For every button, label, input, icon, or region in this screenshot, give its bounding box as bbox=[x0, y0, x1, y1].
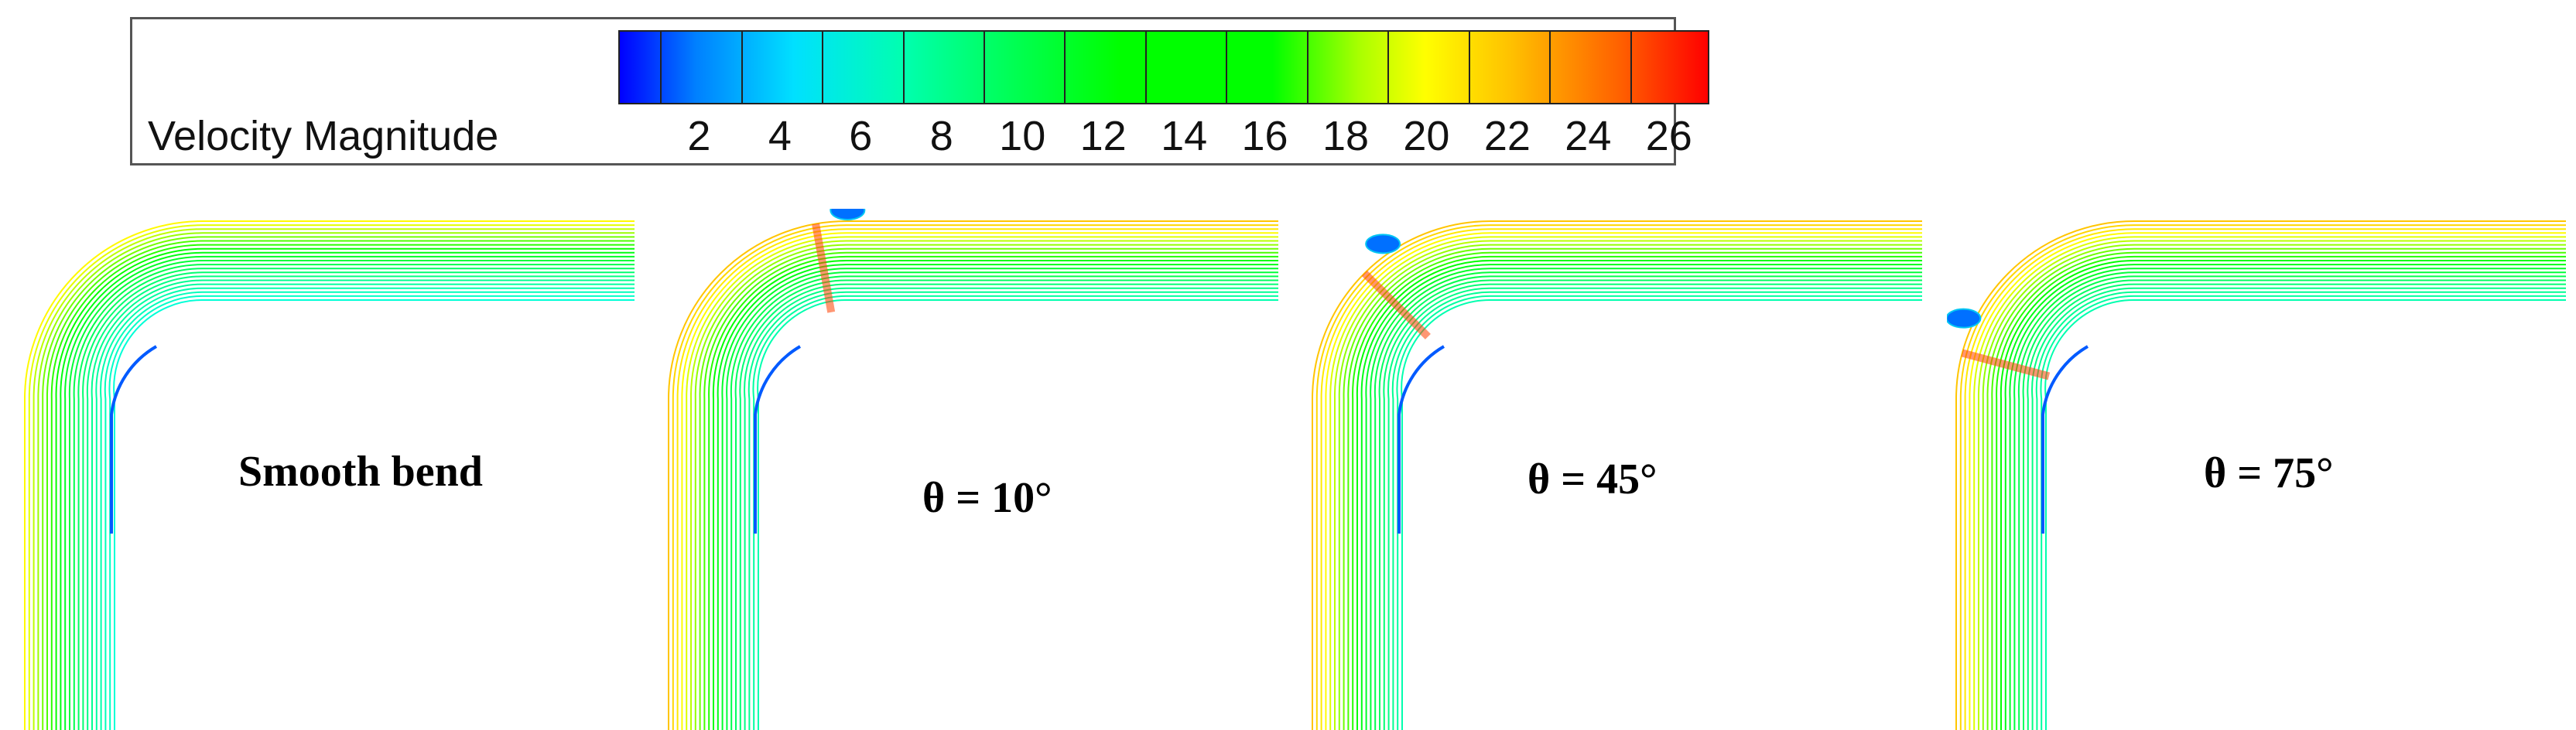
velocity-legend: Velocity Magnitude 2 4 6 8 10 12 14 16 18 20 22 24 2… bbox=[130, 17, 1709, 165]
panel-smooth-bend: Smooth bend bbox=[15, 209, 659, 730]
streamline bbox=[2009, 268, 2566, 730]
panel-label-theta-10: θ = 10° bbox=[922, 474, 1052, 522]
colorbar-tick-label: 18 bbox=[1322, 113, 1370, 159]
panel-label-smooth-bend: Smooth bend bbox=[238, 448, 483, 496]
streamline bbox=[37, 232, 635, 730]
streamline bbox=[2004, 264, 2566, 730]
streamline bbox=[1977, 240, 2566, 730]
colorbar-tick-label: 10 bbox=[999, 113, 1046, 159]
colorbar-divider bbox=[1468, 32, 1470, 103]
streamline bbox=[28, 224, 635, 730]
streamline bbox=[1973, 236, 2566, 730]
streamline bbox=[1982, 244, 2566, 730]
streamline bbox=[1996, 255, 2566, 730]
streamline-plot bbox=[1312, 220, 1922, 730]
high-velocity-band bbox=[1961, 349, 2051, 380]
colorbar-divider bbox=[741, 32, 743, 103]
colorbar-tick-label: 8 bbox=[929, 113, 953, 159]
streamline bbox=[86, 275, 635, 730]
colorbar-tick-label: 6 bbox=[849, 113, 873, 159]
panel-label-theta-75: θ = 75° bbox=[2204, 449, 2334, 497]
high-velocity-band bbox=[812, 223, 836, 313]
colorbar-tick-label: 16 bbox=[1241, 113, 1288, 159]
recirculation-vortex bbox=[830, 209, 866, 221]
streamline bbox=[60, 251, 635, 730]
streamline-plot bbox=[24, 220, 635, 730]
streamline bbox=[2022, 279, 2566, 730]
streamline bbox=[100, 287, 635, 730]
colorbar-divider bbox=[1387, 32, 1390, 103]
colorbar-divider bbox=[902, 32, 905, 103]
streamline bbox=[1396, 295, 1922, 730]
streamline bbox=[2017, 275, 2566, 730]
streamline bbox=[1383, 283, 1922, 730]
colorbar-tick-label: 4 bbox=[768, 113, 792, 159]
streamline bbox=[2027, 283, 2566, 730]
panel-label-theta-45: θ = 45° bbox=[1527, 455, 1657, 503]
streamline-plot bbox=[1947, 220, 2566, 730]
streamline bbox=[73, 264, 635, 730]
colorbar-tick-label: 2 bbox=[687, 113, 711, 159]
streamline bbox=[1401, 298, 1922, 730]
streamline bbox=[1391, 291, 1922, 730]
streamline bbox=[113, 298, 635, 730]
streamline bbox=[50, 244, 635, 730]
inner-wall-low-velocity-region bbox=[754, 345, 802, 534]
colorbar-divider bbox=[1549, 32, 1551, 103]
streamline bbox=[2000, 259, 2566, 730]
colorbar-divider bbox=[984, 32, 985, 103]
colorbar-divider bbox=[1306, 32, 1309, 103]
streamline bbox=[2013, 271, 2566, 730]
colorbar-tick-label: 14 bbox=[1161, 113, 1208, 159]
streamline bbox=[104, 291, 635, 730]
streamline bbox=[2035, 291, 2566, 730]
streamline bbox=[1991, 251, 2566, 730]
high-velocity-band bbox=[1361, 270, 1431, 339]
colorbar-divider bbox=[822, 32, 824, 103]
streamline bbox=[1969, 232, 2566, 730]
colorbar-tick-label: 26 bbox=[1645, 113, 1692, 159]
streamline bbox=[1378, 279, 1922, 730]
streamline bbox=[2044, 298, 2566, 730]
streamline bbox=[1955, 220, 2566, 730]
streamline bbox=[1959, 224, 2566, 730]
panel-theta-75: θ = 75° bbox=[1947, 209, 2576, 730]
streamline bbox=[55, 247, 635, 730]
colorbar-divider bbox=[660, 32, 662, 103]
inner-wall-low-velocity-region bbox=[2041, 345, 2089, 534]
streamline bbox=[68, 259, 635, 730]
inner-wall-low-velocity-region bbox=[110, 345, 158, 534]
streamline bbox=[91, 279, 635, 730]
colorbar-tick-label: 22 bbox=[1483, 113, 1531, 159]
streamline-plot bbox=[668, 209, 1278, 730]
colorbar-divider bbox=[1144, 32, 1147, 103]
legend-title: Velocity Magnitude bbox=[148, 113, 499, 159]
streamline bbox=[1986, 247, 2566, 730]
streamline bbox=[77, 268, 635, 730]
colorbar-divider bbox=[1226, 32, 1228, 103]
streamline bbox=[24, 220, 635, 730]
panel-theta-10: θ = 10° bbox=[659, 209, 1303, 730]
colorbar-divider bbox=[1630, 32, 1632, 103]
recirculation-vortex bbox=[1365, 234, 1401, 254]
streamline bbox=[82, 271, 635, 730]
streamline bbox=[2040, 295, 2566, 730]
colorbar-tick-label: 24 bbox=[1565, 113, 1612, 159]
streamline bbox=[1964, 228, 2566, 730]
streamline bbox=[32, 228, 635, 730]
streamline bbox=[108, 295, 635, 730]
colorbar-divider bbox=[1064, 32, 1066, 103]
colorbar-tick-label: 20 bbox=[1403, 113, 1450, 159]
streamline bbox=[2031, 287, 2566, 730]
streamline bbox=[1387, 287, 1922, 730]
inner-wall-low-velocity-region bbox=[1397, 345, 1445, 534]
streamline bbox=[95, 283, 635, 730]
streamline bbox=[46, 240, 635, 730]
panel-theta-45: θ = 45° bbox=[1303, 209, 1947, 730]
streamline bbox=[64, 255, 635, 730]
streamline bbox=[42, 236, 635, 730]
colorbar-tick-label: 12 bbox=[1079, 113, 1127, 159]
velocity-colorbar bbox=[618, 30, 1709, 104]
recirculation-vortex bbox=[1947, 308, 1982, 329]
